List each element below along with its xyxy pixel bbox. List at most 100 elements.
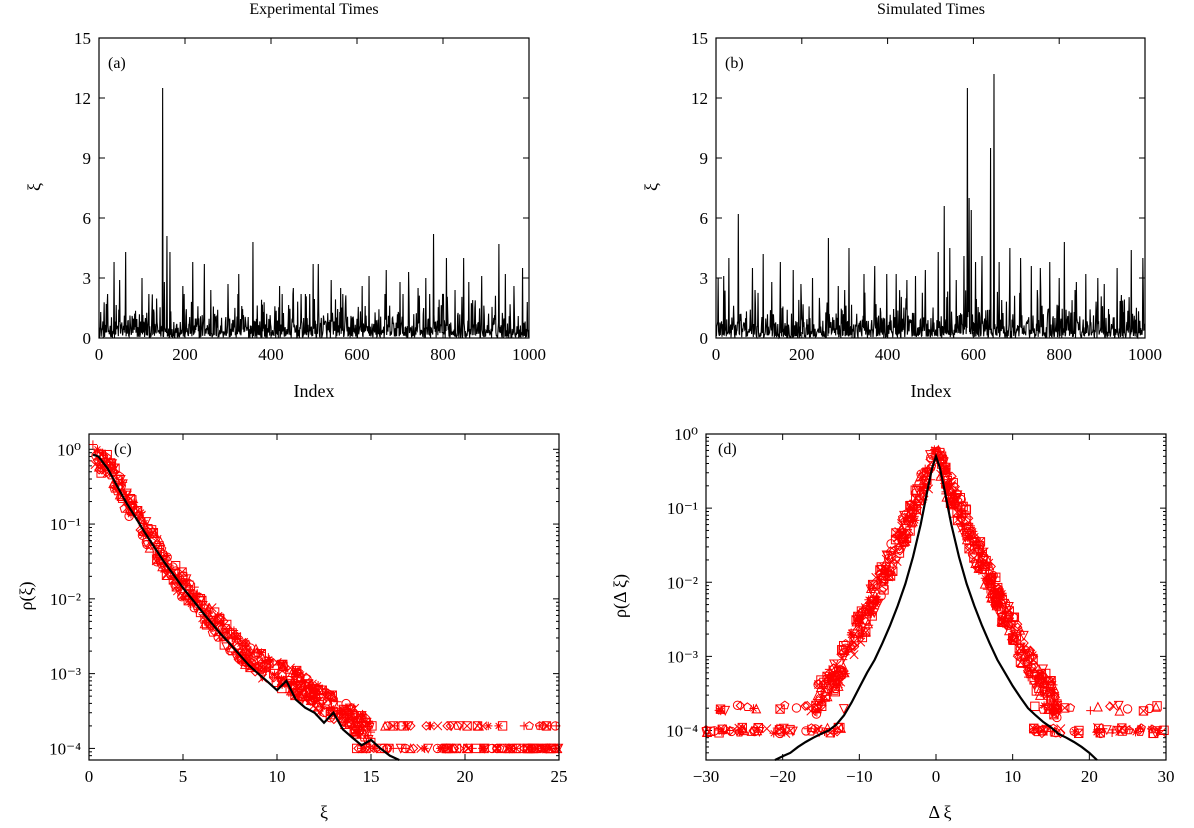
data-point: [780, 728, 789, 737]
x-tick-label: 0: [712, 345, 721, 364]
data-point: [276, 659, 287, 670]
data-point: [838, 640, 849, 651]
x-tick-label: 400: [875, 345, 901, 364]
x-tick-label: −20: [769, 767, 796, 786]
data-point: [382, 721, 392, 730]
data-point: [735, 700, 746, 711]
data-point: [958, 522, 967, 531]
data-point: [524, 721, 534, 730]
panel-c-y-axis-label: ρ(ξ): [16, 581, 37, 610]
y-tick-label: 15: [691, 29, 708, 48]
data-point: [905, 500, 915, 511]
data-point: [292, 678, 303, 689]
data-point: [852, 621, 862, 631]
data-point: [732, 700, 743, 710]
panel-c-x-axis-label: ξ: [320, 802, 328, 822]
data-point: [966, 521, 975, 531]
data-point: [1034, 685, 1045, 696]
data-point: [1028, 725, 1039, 736]
data-point: [1038, 664, 1049, 675]
panel-b-title: Simulated Times: [877, 1, 985, 18]
data-point: [820, 677, 829, 687]
data-point: [861, 608, 872, 619]
data-point: [1012, 651, 1023, 662]
data-point: [219, 640, 230, 650]
data-point: [717, 727, 727, 736]
data-point: [902, 528, 913, 539]
data-point: [1022, 664, 1033, 675]
data-point: [883, 553, 894, 564]
data-point: [1122, 704, 1133, 714]
data-point: [313, 695, 322, 705]
data-point: [890, 549, 900, 558]
data-point: [315, 706, 326, 717]
data-point: [172, 574, 182, 584]
data-point: [839, 647, 849, 658]
data-point: [1029, 650, 1038, 659]
y-tick-label: 10⁻²: [50, 590, 81, 609]
data-point: [778, 723, 789, 734]
x-tick-label: −30: [693, 767, 720, 786]
data-point: [981, 562, 991, 573]
y-tick-label: 3: [700, 269, 709, 288]
data-point: [118, 478, 128, 487]
data-point: [985, 584, 996, 595]
x-tick-label: 20: [1081, 767, 1098, 786]
data-point: [140, 518, 149, 528]
data-point: [233, 634, 242, 643]
data-point: [1025, 645, 1036, 656]
data-point: [244, 646, 255, 657]
panel-c-plot: [88, 440, 564, 761]
data-point: [739, 725, 750, 736]
y-tick-label: 10⁻⁴: [49, 739, 81, 758]
data-point: [151, 556, 161, 566]
data-point: [849, 641, 860, 652]
data-point: [901, 533, 910, 543]
data-point: [997, 594, 1007, 604]
data-point: [108, 463, 119, 474]
data-point: [900, 516, 910, 525]
data-point: [876, 575, 887, 586]
data-point: [1092, 728, 1101, 737]
panel-d-plot: [701, 444, 1169, 761]
data-point: [881, 554, 891, 564]
data-point: [253, 664, 263, 673]
data-point: [136, 508, 146, 517]
data-point: [1124, 725, 1134, 735]
data-point: [1052, 700, 1062, 710]
panel-b: Simulated Times (b) Index ξ 0 200 400 600 80…: [641, 1, 1162, 401]
data-point: [369, 744, 379, 753]
data-point: [879, 562, 889, 572]
panel-d-x-axis-label: Δ ξ: [928, 802, 951, 822]
data-point: [1034, 724, 1044, 734]
data-point: [942, 481, 951, 490]
data-point: [838, 653, 849, 664]
data-point: [479, 744, 488, 753]
data-point: [1048, 687, 1058, 697]
y-tick-label: 10⁰: [674, 425, 698, 444]
data-point: [822, 671, 832, 682]
data-point: [855, 632, 865, 641]
data-point: [366, 727, 376, 737]
data-point: [129, 498, 139, 507]
data-point: [894, 526, 904, 537]
panel-d: (d) Δ ξ ρ(Δ ξ) −30 −20 −10 0 10 20 30 10⁰ 10⁻¹ 10…: [610, 425, 1175, 822]
data-point: [93, 445, 102, 454]
data-point: [945, 476, 955, 486]
data-point: [967, 549, 978, 559]
reference-curve: [774, 452, 1098, 761]
data-point: [204, 602, 215, 613]
data-point: [1009, 635, 1019, 645]
data-point: [445, 720, 456, 731]
data-point: [1038, 705, 1048, 714]
data-point: [537, 743, 547, 753]
y-tick-label: 6: [700, 209, 709, 228]
data-point: [896, 522, 907, 533]
data-point: [305, 691, 314, 701]
data-point: [1015, 624, 1026, 635]
data-point: [875, 575, 884, 585]
data-point: [860, 626, 871, 637]
panel-a-plot: [98, 87, 530, 339]
data-point: [405, 720, 416, 731]
x-tick-label: −10: [846, 767, 873, 786]
